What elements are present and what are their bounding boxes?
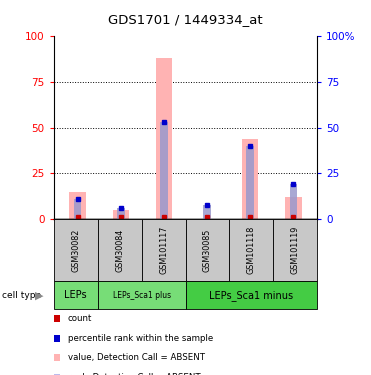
- Bar: [246, 146, 254, 219]
- Text: LEPs_Sca1 minus: LEPs_Sca1 minus: [209, 290, 293, 301]
- Text: GSM101119: GSM101119: [291, 226, 300, 274]
- Text: GSM30082: GSM30082: [71, 229, 80, 272]
- Text: ▶: ▶: [35, 290, 43, 300]
- Bar: [117, 209, 125, 219]
- Bar: [156, 58, 172, 219]
- Bar: [203, 205, 211, 219]
- Text: LEPs_Sca1 plus: LEPs_Sca1 plus: [112, 291, 171, 300]
- Bar: [160, 122, 168, 219]
- Text: percentile rank within the sample: percentile rank within the sample: [68, 334, 213, 343]
- Bar: [290, 184, 297, 219]
- Text: GSM101117: GSM101117: [159, 226, 168, 274]
- Text: GDS1701 / 1449334_at: GDS1701 / 1449334_at: [108, 13, 263, 26]
- Bar: [242, 138, 259, 219]
- Text: GSM30085: GSM30085: [203, 229, 212, 272]
- Text: GSM30084: GSM30084: [115, 229, 124, 272]
- Text: count: count: [68, 314, 92, 323]
- Bar: [74, 199, 81, 219]
- Text: value, Detection Call = ABSENT: value, Detection Call = ABSENT: [68, 353, 205, 362]
- Bar: [285, 197, 302, 219]
- Text: cell type: cell type: [2, 291, 41, 300]
- Text: rank, Detection Call = ABSENT: rank, Detection Call = ABSENT: [68, 373, 200, 375]
- Bar: [69, 192, 86, 219]
- Bar: [112, 210, 129, 219]
- Text: GSM101118: GSM101118: [247, 226, 256, 274]
- Text: LEPs: LEPs: [65, 290, 87, 300]
